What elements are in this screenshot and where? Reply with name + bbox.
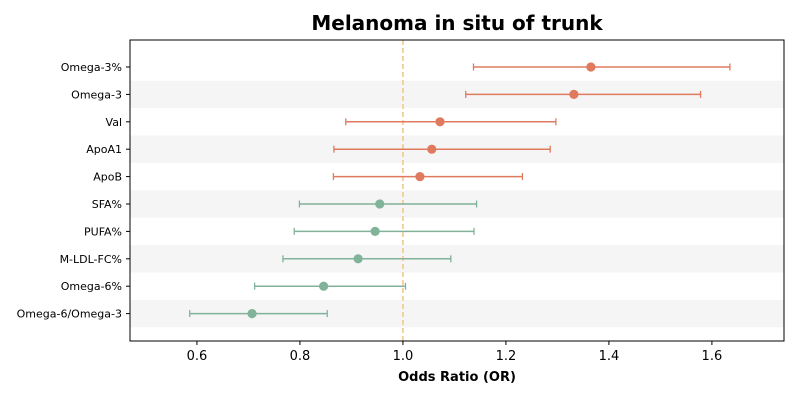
x-tick-label: 0.8 [290,349,311,364]
or-point [247,309,257,319]
x-tick-label: 1.0 [393,349,414,364]
y-tick-label: Omega-3% [61,61,122,74]
row-omega-3 [465,89,702,99]
data-rows [189,62,731,319]
plot-frame [129,39,785,342]
row-band [130,245,784,273]
or-point [353,254,363,264]
or-point [569,89,579,99]
x-tick-label: 1.4 [599,349,620,364]
row-omega-3- [472,62,731,72]
row-val [345,117,557,127]
y-tick-label: Val [106,116,122,129]
row-omega-6- [253,281,407,291]
y-tick-label: ApoB [93,171,122,184]
x-tick-label: 1.2 [496,349,517,364]
row-apoa1 [333,144,551,154]
x-tick-label: 0.6 [187,349,208,364]
or-point [370,226,380,236]
row-pufa- [293,226,475,236]
chart-title: Melanoma in situ of trunk [311,11,603,35]
y-tick-label: Omega-6% [61,280,122,293]
y-tick-label: ApoA1 [86,143,122,156]
x-axis: 0.6 0.8 1.0 1.2 1.4 1.6 [187,341,723,364]
or-point [427,144,437,154]
row-apob [332,172,524,182]
y-tick-label: SFA% [92,198,122,211]
row-omega-6-omega-3 [189,309,328,319]
y-tick-label: PUFA% [84,225,122,238]
y-tick-label: Omega-3 [71,88,122,101]
or-point [415,172,425,182]
y-tick-label: Omega-6/Omega-3 [17,308,122,321]
x-tick-label: 1.6 [702,349,723,364]
or-point [319,281,329,291]
y-tick-label: M-LDL-FC% [60,253,122,266]
row-sfa- [298,199,478,209]
x-axis-label: Odds Ratio (OR) [398,370,516,385]
y-axis: Omega-3% Omega-3 Val ApoA1 ApoB SFA% PUFA% M-LD… [17,61,130,321]
or-point [375,199,385,209]
or-point [435,117,445,127]
or-point [586,62,596,72]
row-m-ldl-fc- [282,254,452,264]
